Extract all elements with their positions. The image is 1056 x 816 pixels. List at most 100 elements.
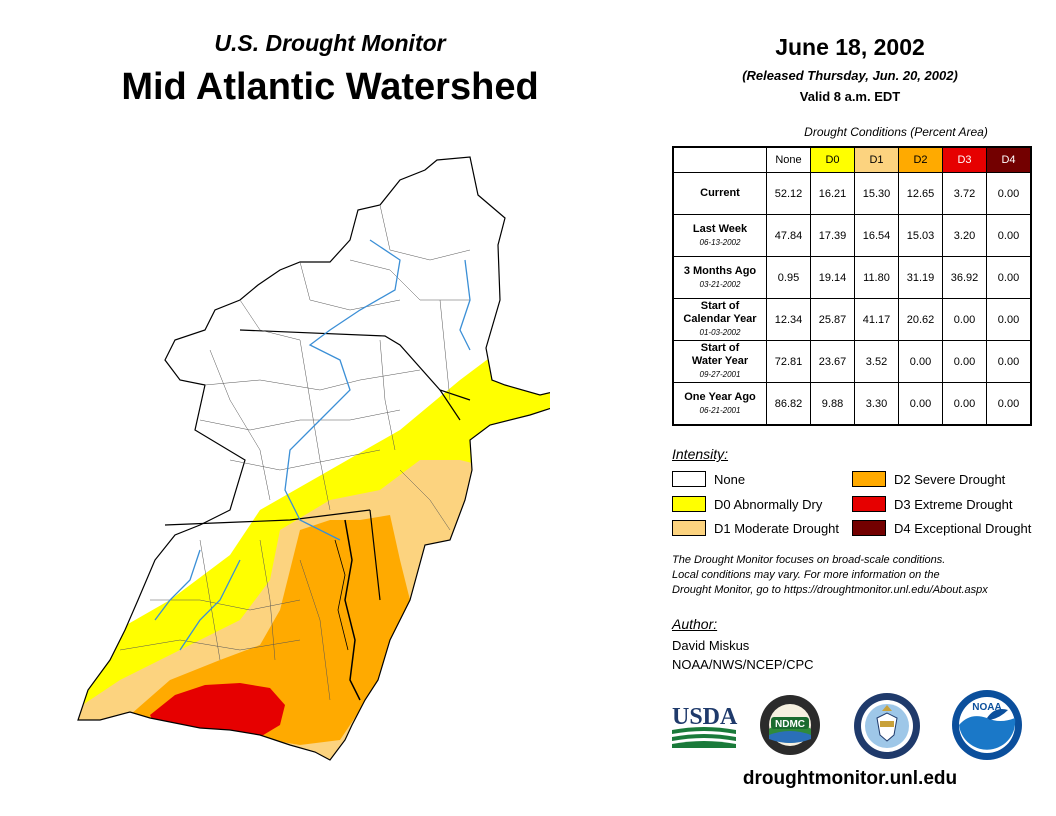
drought-map: [77, 156, 550, 761]
col-header-d1: D1: [854, 146, 899, 173]
note-line: The Drought Monitor focuses on broad-sca…: [672, 554, 946, 566]
table-cell: 0.00: [942, 298, 987, 341]
row-date: 06-13-2002: [699, 237, 741, 247]
table-cell: 11.80: [854, 256, 899, 299]
table-cell: 36.92: [942, 256, 987, 299]
table-cell: 0.95: [766, 256, 811, 299]
legend-item-d2: D2 Severe Drought: [852, 471, 1005, 487]
row-label: Start of Water Year 09-27-2001: [672, 340, 767, 383]
row-label: One Year Ago 06-21-2001: [672, 382, 767, 426]
table-cell: 3.30: [854, 382, 899, 426]
table-cell: 0.00: [942, 382, 987, 426]
table-cell: 0.00: [898, 340, 943, 383]
table-cell: 0.00: [986, 298, 1032, 341]
drought-conditions-table: None D0 D1 D2 D3 D4 Current 52.12 16.21 …: [672, 146, 1032, 426]
legend-swatch: [852, 471, 886, 487]
note-line: Local conditions may vary. For more info…: [672, 569, 940, 581]
legend-item-none: None: [672, 471, 745, 487]
legend-title: Intensity:: [672, 446, 729, 462]
table-cell: 16.21: [810, 172, 855, 215]
map-date: June 18, 2002: [775, 34, 925, 60]
legend-label: D0 Abnormally Dry: [714, 496, 823, 512]
table-cell: 9.88: [810, 382, 855, 426]
table-row: Last Week 06-13-2002 47.84 17.39 16.54 15…: [672, 214, 1032, 257]
row-label: Last Week 06-13-2002: [672, 214, 767, 257]
note-line: Drought Monitor, go to https://droughtmo…: [672, 584, 988, 596]
col-header-d0: D0: [810, 146, 855, 173]
table-cell: 31.19: [898, 256, 943, 299]
noaa-logo-text: NOAA: [972, 702, 1001, 713]
col-header-none: None: [766, 146, 811, 173]
legend-item-d0: D0 Abnormally Dry: [672, 496, 822, 512]
row-label: Start of Calendar Year 01-03-2002: [672, 298, 767, 341]
legend-swatch: [852, 520, 886, 536]
author-title: Author:: [672, 616, 718, 632]
table-cell: 17.39: [810, 214, 855, 257]
table-cell: 0.00: [986, 382, 1032, 426]
ndmc-logo-text: NDMC: [775, 719, 805, 730]
table-corner: [673, 147, 767, 173]
legend-label: None: [714, 471, 746, 487]
legend-label: D3 Extreme Drought: [894, 496, 1013, 512]
legend-swatch: [852, 496, 886, 512]
disclaimer-note: The Drought Monitor focuses on broad-sca…: [672, 553, 1042, 598]
table-cell: 12.34: [766, 298, 811, 341]
legend-item-d4: D4 Exceptional Drought: [852, 520, 1031, 536]
col-header-d4: D4: [986, 146, 1032, 173]
table-cell: 15.03: [898, 214, 943, 257]
table-cell: 12.65: [898, 172, 943, 215]
legend-swatch: [672, 471, 706, 487]
legend-swatch: [672, 520, 706, 536]
valid-time: Valid 8 a.m. EDT: [799, 89, 901, 104]
legend-label: D2 Severe Drought: [894, 471, 1006, 487]
usda-logo-text: USDA: [672, 704, 738, 730]
table-cell: 16.54: [854, 214, 899, 257]
table-cell: 41.17: [854, 298, 899, 341]
legend-label: D4 Exceptional Drought: [894, 520, 1032, 536]
table-cell: 0.00: [986, 340, 1032, 383]
table-cell: 3.72: [942, 172, 987, 215]
table-cell: 15.30: [854, 172, 899, 215]
table-header-row: None D0 D1 D2 D3 D4: [673, 146, 1032, 173]
usda-logo: USDA: [672, 704, 738, 748]
table-cell: 0.00: [942, 340, 987, 383]
table-cell: 20.62: [898, 298, 943, 341]
release-date: (Released Thursday, Jun. 20, 2002): [742, 68, 958, 83]
table-cell: 0.00: [986, 172, 1032, 215]
author-name: David Miskus: [672, 638, 750, 653]
row-date: 03-21-2002: [699, 279, 741, 289]
table-caption: Drought Conditions (Percent Area): [804, 125, 988, 139]
legend-item-d1: D1 Moderate Drought: [672, 520, 839, 536]
table-cell: 0.00: [898, 382, 943, 426]
col-header-d3: D3: [942, 146, 987, 173]
table-cell: 3.52: [854, 340, 899, 383]
row-label: Current: [672, 172, 767, 215]
legend-swatch: [672, 496, 706, 512]
website-url[interactable]: droughtmonitor.unl.edu: [742, 768, 958, 789]
table-cell: 52.12: [766, 172, 811, 215]
table-row: Start of Calendar Year 01-03-2002 12.34 25…: [672, 298, 1032, 341]
table-cell: 72.81: [766, 340, 811, 383]
map-subtitle: U.S. Drought Monitor: [214, 30, 446, 56]
row-date: 01-03-2002: [699, 328, 741, 337]
row-label: 3 Months Ago 03-21-2002: [672, 256, 767, 299]
noaa-logo: NOAA: [952, 690, 1022, 760]
table-row: Start of Water Year 09-27-2001 72.81 23.67…: [672, 340, 1032, 383]
col-header-d2: D2: [898, 146, 943, 173]
row-date: 09-27-2001: [699, 370, 741, 379]
table-cell: 25.87: [810, 298, 855, 341]
table-cell: 86.82: [766, 382, 811, 426]
table-cell: 47.84: [766, 214, 811, 257]
row-date: 06-21-2001: [699, 405, 741, 415]
legend-item-d3: D3 Extreme Drought: [852, 496, 1013, 512]
legend-label: D1 Moderate Drought: [714, 520, 840, 536]
table-row: Current 52.12 16.21 15.30 12.65 3.72 0.0…: [672, 172, 1032, 215]
table-cell: 0.00: [986, 256, 1032, 299]
author-org: NOAA/NWS/NCEP/CPC: [672, 657, 814, 672]
table-row: One Year Ago 06-21-2001 86.82 9.88 3.30 0…: [672, 382, 1032, 426]
table-cell: 0.00: [986, 214, 1032, 257]
map-title: Mid Atlantic Watershed: [121, 66, 539, 108]
table-cell: 19.14: [810, 256, 855, 299]
commerce-seal: [854, 693, 920, 759]
table-cell: 23.67: [810, 340, 855, 383]
